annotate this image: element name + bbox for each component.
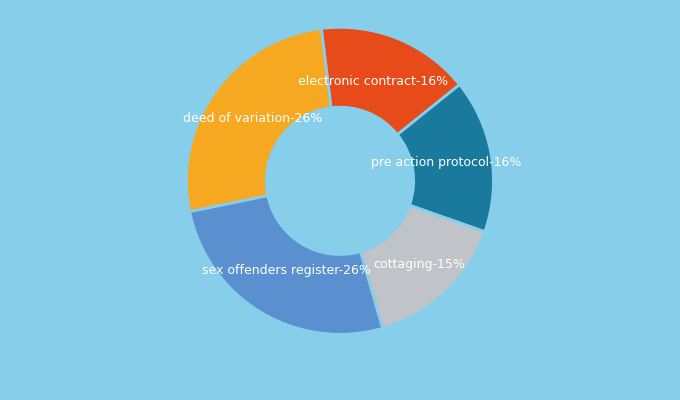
- Text: deed of variation-26%: deed of variation-26%: [183, 112, 322, 124]
- Wedge shape: [360, 205, 485, 328]
- Text: electronic contract-16%: electronic contract-16%: [298, 75, 448, 88]
- Wedge shape: [186, 28, 331, 212]
- Wedge shape: [397, 85, 494, 232]
- Wedge shape: [321, 27, 460, 135]
- Text: sex offenders register-26%: sex offenders register-26%: [201, 264, 371, 276]
- Wedge shape: [190, 196, 383, 334]
- Text: pre action protocol-16%: pre action protocol-16%: [371, 156, 521, 169]
- Text: cottaging-15%: cottaging-15%: [373, 258, 465, 271]
